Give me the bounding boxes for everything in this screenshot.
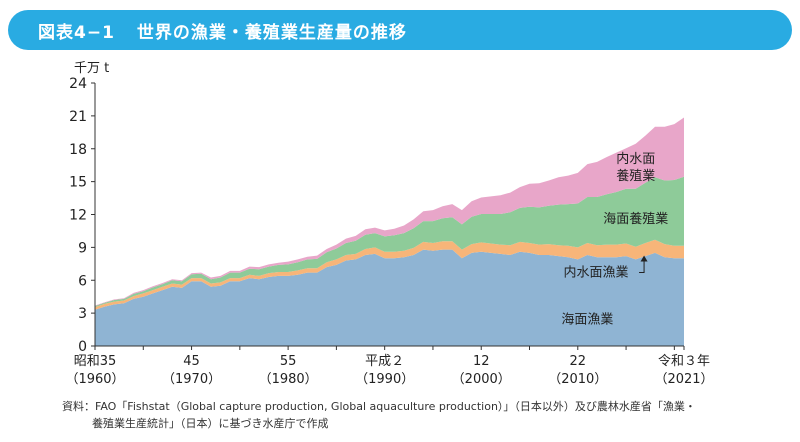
source-line-1: 資料：FAO「Fishstat（Global capture productio…	[62, 400, 696, 413]
x-tick-label: 22	[570, 354, 587, 369]
area-label-inland-fishery: 内水面漁業	[564, 264, 629, 280]
y-tick-label: 0	[78, 339, 87, 355]
x-tick-year-label: （1990）	[355, 372, 414, 387]
y-tick-label: 15	[69, 175, 87, 191]
area-layer	[95, 117, 684, 346]
y-tick-label: 12	[69, 208, 87, 224]
x-tick-year-label: （1970）	[162, 372, 221, 387]
y-tick-label: 6	[78, 273, 87, 289]
x-tick-label: 昭和35	[74, 354, 117, 369]
y-unit-label: 千万 t	[74, 61, 109, 76]
x-tick-year-label: （1980）	[259, 372, 318, 387]
x-tick-label: 令和３年	[658, 354, 710, 369]
pointer-line	[639, 259, 645, 273]
series-area-2	[95, 176, 684, 308]
x-tick-year-label: （2000）	[452, 372, 511, 387]
title-bar: 図表4−1 世界の漁業・養殖業生産量の推移	[8, 10, 792, 50]
pointer-arrowhead	[640, 255, 648, 262]
x-tick-label: 45	[183, 354, 200, 369]
area-label-0-line-1: 養殖業	[616, 168, 655, 184]
series-area-1	[95, 239, 684, 310]
y-tick-label: 21	[69, 109, 87, 125]
source-note: 資料：FAO「Fishstat（Global capture productio…	[62, 398, 762, 432]
y-tick-label: 3	[78, 306, 87, 322]
y-tick-label: 9	[78, 240, 87, 256]
x-tick-year-label: （2021）	[654, 372, 713, 387]
chart-title: 世界の漁業・養殖業生産量の推移	[136, 22, 407, 43]
source-line-2: 養殖業生産統計」（日本）に基づき水産庁で作成	[92, 417, 329, 430]
figure-number: 図表4−1	[38, 22, 115, 43]
x-tick-year-label: （2010）	[548, 372, 607, 387]
series-area-0	[95, 249, 684, 346]
y-tick-label: 24	[69, 76, 87, 92]
x-tick-year-label: （1960）	[65, 372, 124, 387]
area-label-1-line-0: 海面養殖業	[603, 211, 668, 227]
area-label-0-line-0: 内水面	[616, 151, 655, 167]
area-label-3-line-0: 海面漁業	[561, 312, 613, 328]
y-tick-label: 18	[69, 142, 87, 158]
x-tick-label: 12	[473, 354, 490, 369]
x-tick-label: 平成２	[365, 354, 404, 369]
x-tick-label: 55	[280, 354, 297, 369]
